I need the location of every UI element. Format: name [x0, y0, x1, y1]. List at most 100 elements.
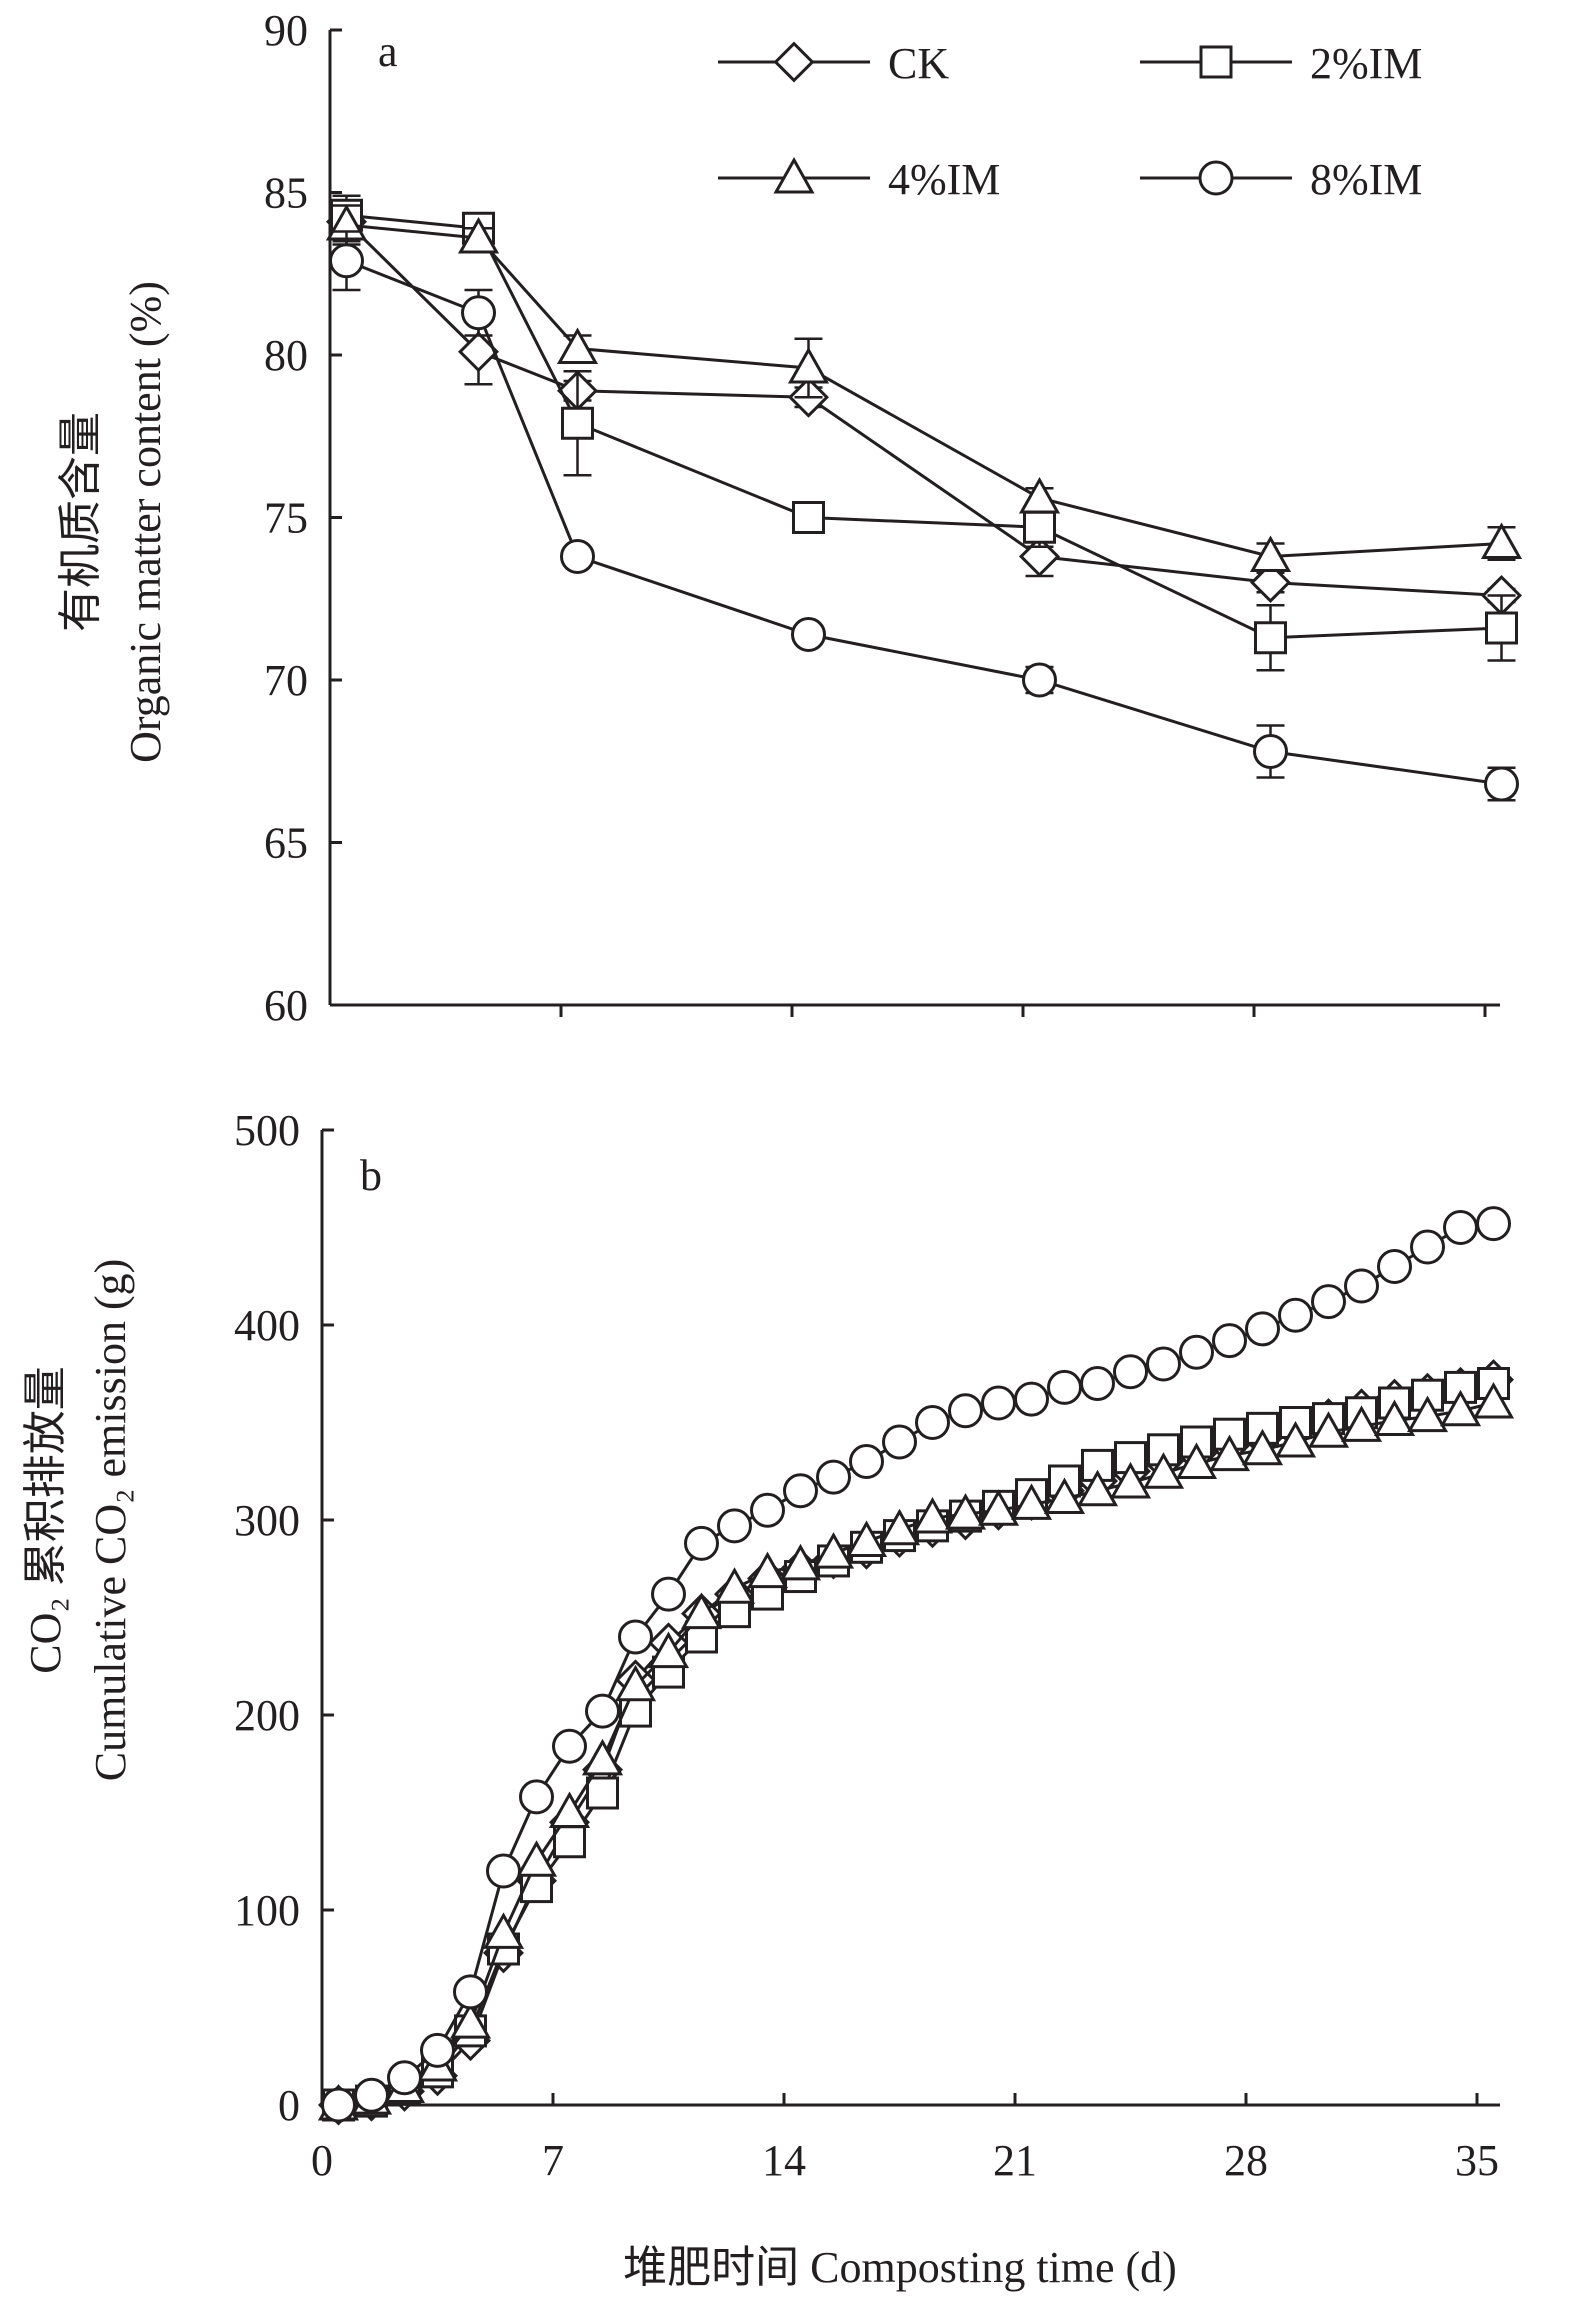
panel-b-point-4im [1142, 1452, 1185, 1489]
panel-b-point-8im [486, 1853, 521, 1889]
panel-b-series [317, 1206, 1515, 2126]
panel-b-point-2im [553, 1825, 586, 1859]
panel-a-point-8im [461, 295, 496, 331]
panel-b-point-8im [420, 2032, 455, 2068]
panel-a-point-4im [1249, 535, 1292, 572]
panel-a-point-4im [556, 327, 599, 364]
panel-b-point-4im [878, 1508, 921, 1546]
panel-b-line-8im [338, 1222, 1494, 2107]
panel-a-point-2im [1254, 621, 1287, 655]
panel-a-line-4im [346, 223, 1502, 559]
legend-label-4im: 4%IM [888, 155, 1000, 204]
legend-item-ck: CK [718, 39, 949, 88]
panel-a-series-4im [325, 203, 1523, 572]
panel-a-point-2im [1023, 510, 1056, 544]
panel-a-point-2im [792, 501, 825, 534]
panel-b-point-8im [1212, 1323, 1247, 1359]
panel-b-point-4im [1373, 1399, 1416, 1437]
x-axis-title: 堆肥时间 Composting time (d) [623, 2243, 1177, 2292]
panel-b-point-4im [548, 1791, 591, 1828]
panel-a-y-tick-label: 75 [264, 494, 308, 543]
panel-b-point-8im [1278, 1297, 1313, 1333]
panel-a-point-4im [1480, 522, 1523, 559]
panel-b-point-4im [1076, 1469, 1119, 1507]
panel-b-point-8im [783, 1473, 818, 1509]
panel-b-point-8im [552, 1728, 587, 1764]
panel-b-x-tick-label: 21 [993, 2136, 1037, 2185]
panel-b-point-4im [713, 1567, 756, 1604]
panel-b-point-8im [1377, 1249, 1412, 1284]
panel-a-y-tick-label: 60 [264, 981, 308, 1030]
panel-b-point-4im [680, 1592, 723, 1630]
panel-b-y-tick-label: 500 [234, 1106, 300, 1155]
panel-a-ylabel-zh: 有机质含量 [56, 412, 105, 632]
panel-a-axes: 60 65 70 75 80 85 90 [264, 6, 1500, 1030]
panel-b-x-tick-label: 28 [1224, 2136, 1268, 2185]
panel-b-point-8im [684, 1525, 719, 1561]
panel-b-point-4im [1274, 1420, 1317, 1458]
panel-b-point-8im [1476, 1206, 1511, 1242]
panel-a-point-8im [1022, 662, 1057, 698]
panel-b-point-4im [1340, 1405, 1383, 1442]
panel-a-point-4im [787, 346, 830, 384]
panel-b-point-8im [816, 1459, 851, 1495]
panel-b-point-8im [717, 1508, 752, 1544]
panel-a-line-2im [346, 213, 1502, 640]
panel-b-point-8im [618, 1619, 653, 1655]
panel-b-line-2im [338, 1382, 1494, 2107]
panel-a-point-ck [457, 331, 500, 373]
panel-b-x-tick-label: 7 [542, 2136, 564, 2185]
panel-b-y-tick-label: 0 [278, 2081, 300, 2130]
panel-a-point-8im [1484, 766, 1519, 802]
panel-b-point-4im [1208, 1434, 1251, 1472]
legend-item-8im: 8%IM [1140, 155, 1422, 204]
panel-b-point-8im [387, 2060, 422, 2096]
panel-a-point-8im [329, 243, 364, 279]
legend-marker-2im [1199, 45, 1233, 79]
panel-b-series-4im [317, 1381, 1515, 2121]
panel-b-point-8im [1080, 1366, 1115, 1401]
panel-b-point-8im [882, 1424, 917, 1460]
panel-b-point-4im [515, 1840, 558, 1877]
panel-b-point-8im [1443, 1210, 1478, 1245]
panel-b-series-ck [317, 1359, 1515, 2126]
panel-a-y-tick-label: 90 [264, 6, 308, 55]
panel-b-point-8im [1410, 1229, 1445, 1265]
panel-b-label: b [360, 1151, 382, 1200]
panel-b-point-8im [651, 1576, 686, 1612]
legend-marker-4im [773, 156, 815, 194]
panel-b-point-8im [1179, 1334, 1214, 1370]
panel-b-point-8im [1146, 1346, 1181, 1382]
panel-b-point-8im [915, 1405, 950, 1440]
panel-b-point-8im [849, 1444, 884, 1479]
panel-b-line-4im [338, 1401, 1494, 2107]
panel-b-point-4im [779, 1543, 822, 1581]
panel-b-ylabel-zh: CO₂ 累积排放量 [21, 1366, 70, 1673]
panel-b-axes: 0 100 200 300 400 500 0 7 14 21 28 35 [234, 1106, 1500, 2185]
panel-b-point-8im [585, 1693, 620, 1729]
panel-b-point-4im [746, 1551, 789, 1589]
panel-b-point-8im [1245, 1311, 1280, 1347]
panel-b-ylabel-en: Cumulative CO₂ emission (g) [86, 1259, 135, 1782]
panel-b-point-8im [1014, 1381, 1049, 1417]
panel-a-point-2im [1485, 611, 1518, 645]
panel-b-point-4im [977, 1489, 1020, 1526]
panel-b-point-4im [1307, 1411, 1350, 1448]
panel-b-point-4im [944, 1493, 987, 1530]
panel-a-point-8im [560, 539, 595, 574]
panel-a-point-8im [791, 617, 826, 652]
panel-b-point-8im [750, 1492, 785, 1528]
panel-b-point-4im [482, 1912, 525, 1949]
panel-b-y-tick-label: 400 [234, 1301, 300, 1350]
legend-marker-8im [1198, 160, 1234, 196]
panel-b-chart: 0 100 200 300 400 500 0 7 14 21 28 35 b CO₂ 累积排放量 C… [21, 1106, 1515, 2292]
panel-a-series [325, 194, 1523, 802]
panel-b-point-8im [1047, 1369, 1082, 1405]
panel-b-point-4im [1472, 1381, 1515, 1419]
panel-a-point-8im [1253, 734, 1288, 769]
panel-b-point-8im [1113, 1354, 1148, 1390]
panel-b-point-4im [911, 1496, 954, 1534]
panel-b-series-2im [322, 1367, 1510, 2122]
legend-item-2im: 2%IM [1140, 39, 1422, 88]
